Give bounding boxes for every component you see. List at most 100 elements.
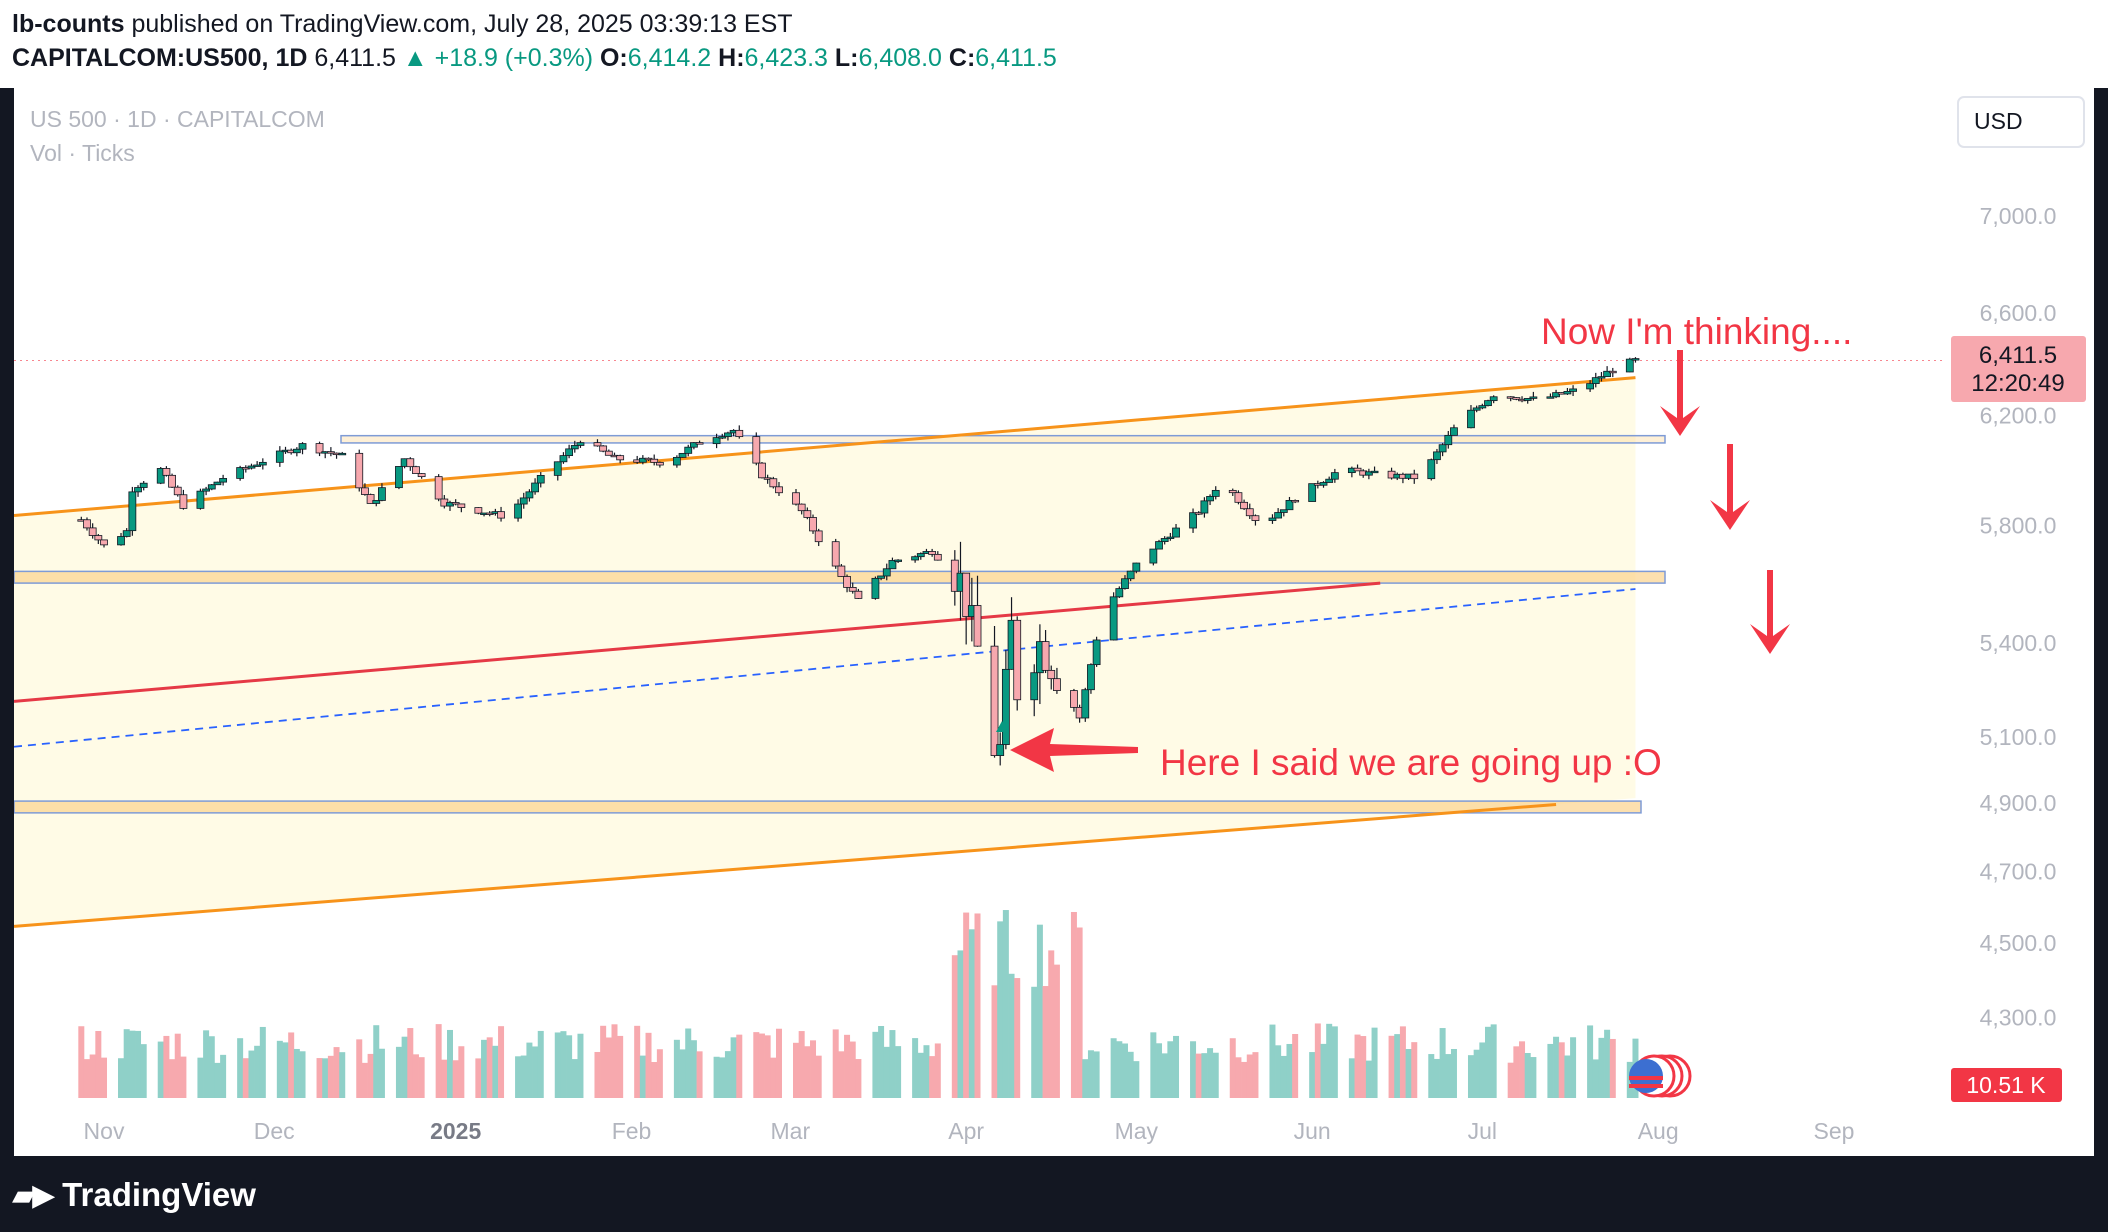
- candle[interactable]: [888, 557, 897, 570]
- candle[interactable]: [797, 503, 806, 515]
- candle[interactable]: [1529, 391, 1538, 401]
- candle[interactable]: [1569, 385, 1577, 397]
- channel-line-lower[interactable]: [14, 802, 1557, 928]
- legend-volume[interactable]: Vol · Ticks: [30, 140, 135, 166]
- candle[interactable]: [837, 564, 846, 577]
- candle[interactable]: [412, 465, 420, 474]
- candle[interactable]: [1591, 372, 1600, 388]
- candle[interactable]: [565, 444, 574, 459]
- candle[interactable]: [434, 474, 443, 502]
- price-chart[interactable]: 7,000.0 6,600.0 6,200.0 5,800.0 5,400.0 5,100…: [14, 88, 2094, 1156]
- candle[interactable]: [1268, 514, 1277, 524]
- candle[interactable]: [1308, 483, 1317, 502]
- candle[interactable]: [372, 500, 381, 507]
- candle[interactable]: [457, 503, 466, 513]
- events-flag-icon[interactable]: [1629, 1054, 1692, 1098]
- candle[interactable]: [213, 481, 222, 486]
- candle[interactable]: [1325, 476, 1334, 483]
- candle[interactable]: [990, 626, 999, 758]
- candle[interactable]: [1121, 575, 1129, 590]
- candle[interactable]: [758, 461, 766, 479]
- candle[interactable]: [650, 454, 659, 466]
- candle[interactable]: [848, 582, 857, 594]
- candle[interactable]: [179, 489, 188, 510]
- candle[interactable]: [128, 486, 137, 536]
- candle[interactable]: [570, 440, 579, 453]
- candle[interactable]: [247, 463, 256, 470]
- candle[interactable]: [604, 449, 613, 456]
- candle[interactable]: [338, 451, 347, 456]
- candle[interactable]: [1087, 663, 1095, 694]
- candle[interactable]: [1597, 372, 1606, 382]
- candle[interactable]: [298, 442, 307, 455]
- candle[interactable]: [253, 461, 262, 467]
- candle[interactable]: [559, 452, 568, 464]
- candle[interactable]: [417, 473, 426, 479]
- candle[interactable]: [775, 481, 783, 496]
- candle[interactable]: [1149, 548, 1158, 566]
- candle[interactable]: [1240, 499, 1248, 510]
- candle[interactable]: [1444, 430, 1453, 449]
- candle[interactable]: [1092, 636, 1101, 667]
- candle[interactable]: [1489, 395, 1498, 404]
- annotation-top[interactable]: Now I'm thinking....: [1541, 311, 1852, 352]
- candle[interactable]: [88, 523, 97, 539]
- candle[interactable]: [258, 458, 267, 470]
- candle[interactable]: [1251, 514, 1260, 526]
- candle[interactable]: [1546, 393, 1555, 399]
- candle[interactable]: [553, 461, 562, 481]
- trendline[interactable]: [14, 581, 1381, 703]
- candle[interactable]: [1433, 448, 1441, 464]
- candle[interactable]: [1081, 687, 1090, 722]
- candle[interactable]: [1200, 497, 1209, 518]
- tradingview-logo[interactable]: ▰▶ TradingView: [12, 1176, 256, 1214]
- candle[interactable]: [361, 483, 369, 496]
- candle[interactable]: [752, 432, 761, 466]
- candle[interactable]: [83, 517, 91, 531]
- candle[interactable]: [134, 485, 142, 497]
- candle[interactable]: [173, 485, 182, 497]
- candle[interactable]: [678, 452, 687, 458]
- candle[interactable]: [1166, 532, 1175, 541]
- candle[interactable]: [531, 478, 539, 495]
- candle[interactable]: [1484, 399, 1492, 407]
- candle[interactable]: [1047, 665, 1056, 690]
- candle[interactable]: [973, 575, 982, 647]
- candle[interactable]: [1608, 367, 1617, 378]
- candle[interactable]: [718, 433, 727, 440]
- candle[interactable]: [156, 466, 165, 485]
- down-arrow-1-icon[interactable]: [1660, 350, 1700, 436]
- candle[interactable]: [996, 732, 1005, 766]
- candle[interactable]: [1603, 366, 1612, 378]
- candle[interactable]: [1512, 397, 1521, 401]
- candle[interactable]: [894, 559, 902, 564]
- candle[interactable]: [1030, 664, 1039, 717]
- candle[interactable]: [1410, 469, 1419, 484]
- candle[interactable]: [1552, 389, 1560, 399]
- candle[interactable]: [1285, 496, 1294, 511]
- candle[interactable]: [406, 457, 415, 471]
- channel-midline[interactable]: [14, 588, 1636, 748]
- down-arrow-3-icon[interactable]: [1750, 570, 1790, 654]
- candle[interactable]: [94, 534, 103, 545]
- candle[interactable]: [1126, 570, 1135, 582]
- candle[interactable]: [355, 449, 364, 492]
- candle[interactable]: [117, 532, 125, 546]
- candle[interactable]: [1478, 403, 1487, 410]
- legend-title[interactable]: US 500 · 1D · CAPITALCOM: [30, 106, 325, 132]
- candle[interactable]: [1370, 466, 1379, 474]
- candle[interactable]: [207, 484, 216, 491]
- candle[interactable]: [871, 576, 880, 600]
- candle[interactable]: [1041, 630, 1050, 674]
- currency-button[interactable]: USD: [1957, 96, 2085, 148]
- candle[interactable]: [1274, 508, 1283, 519]
- candle[interactable]: [616, 454, 625, 464]
- candle[interactable]: [1563, 387, 1572, 395]
- candle[interactable]: [451, 499, 460, 506]
- candle[interactable]: [831, 538, 840, 569]
- candle[interactable]: [593, 439, 602, 447]
- candle[interactable]: [1586, 380, 1594, 392]
- candle[interactable]: [236, 465, 245, 481]
- candle[interactable]: [1364, 468, 1373, 480]
- candle[interactable]: [916, 552, 925, 560]
